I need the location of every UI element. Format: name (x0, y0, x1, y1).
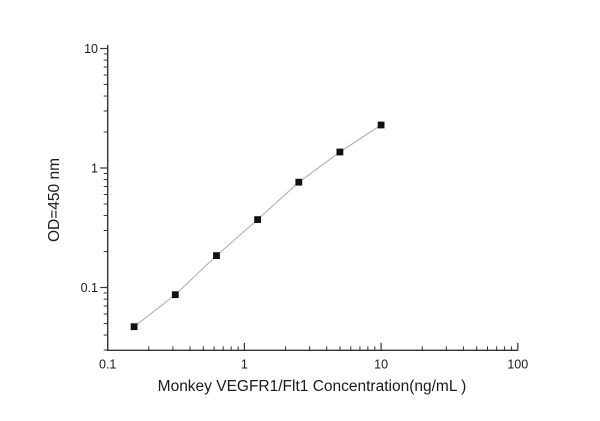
x-tick-label: 100 (507, 358, 528, 372)
data-point-marker (254, 216, 261, 223)
x-tick-label: 1 (241, 358, 248, 372)
data-point-marker (377, 121, 385, 129)
series-group (130, 121, 385, 331)
y-tick-label: 10 (84, 42, 98, 56)
data-point-marker (336, 148, 344, 156)
data-point-marker (171, 291, 179, 299)
x-tick-label: 0.1 (99, 358, 116, 372)
data-point-marker (295, 178, 303, 186)
data-point-marker (213, 252, 220, 259)
x-axis-title: Monkey VEGFR1/Flt1 Concentration(ng/mL ) (158, 378, 467, 395)
y-axis-title: OD=450 nm (46, 158, 63, 242)
series-line (133, 124, 382, 328)
data-point-marker (130, 323, 138, 331)
x-tick-label: 10 (374, 358, 388, 372)
y-tick-label: 0.1 (81, 281, 98, 295)
y-tick-label: 1 (91, 161, 98, 175)
axes-group: 0.1 1 10 100 10 1 0.1 (81, 42, 529, 372)
